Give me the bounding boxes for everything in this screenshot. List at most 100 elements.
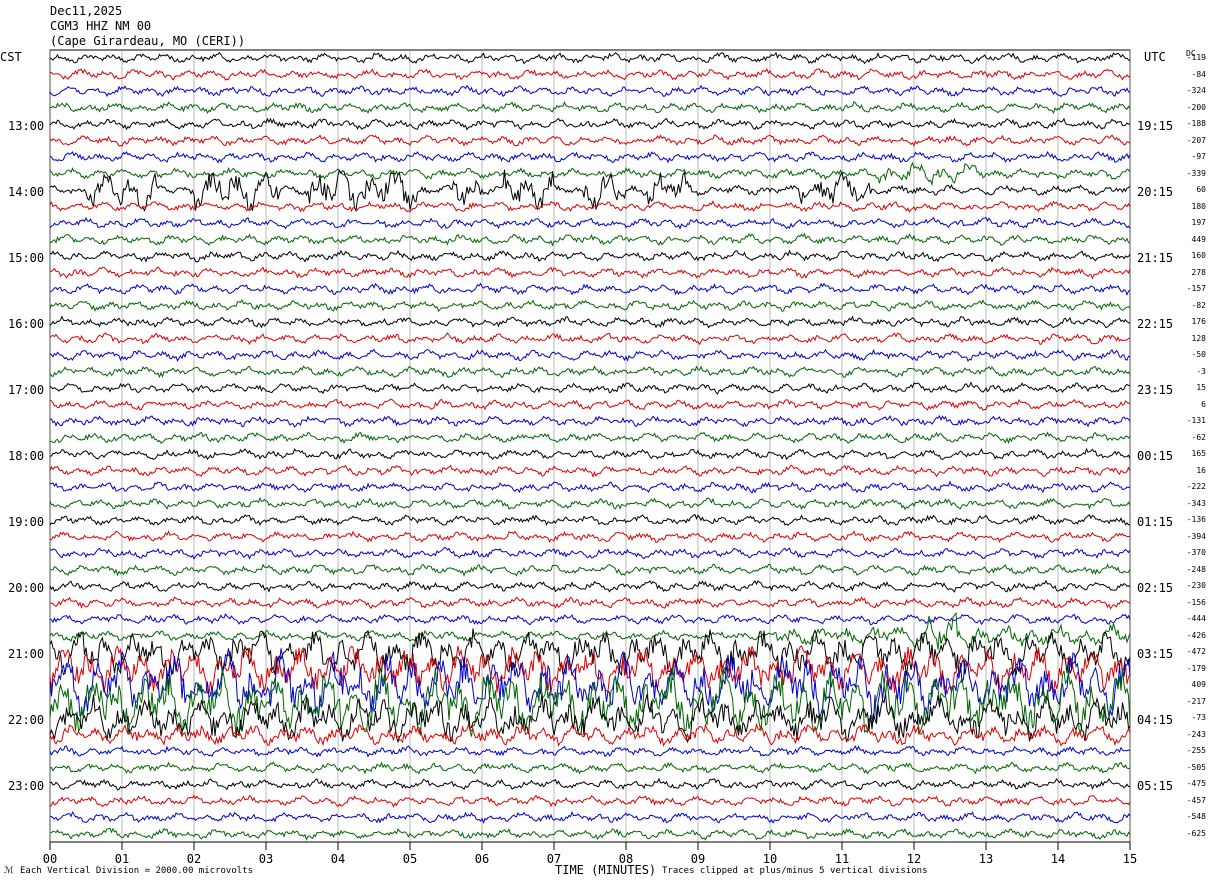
seismogram-trace [49, 496, 1131, 511]
right-hour-label: 19:15 [1137, 119, 1174, 133]
x-tick-label: 14 [1050, 852, 1066, 866]
seismogram-trace [49, 282, 1131, 296]
dc-offset-value: 197 [1191, 218, 1206, 228]
left-hour-label: 18:00 [8, 449, 45, 463]
seismogram-trace [49, 51, 1131, 65]
dc-offset-value: -343 [1186, 498, 1206, 508]
dc-offset-value: -207 [1186, 135, 1206, 145]
seismogram-trace [49, 513, 1131, 527]
left-hour-label: 15:00 [8, 251, 45, 265]
dc-offset-value: -222 [1186, 482, 1206, 492]
left-hour-label: 17:00 [8, 383, 45, 397]
seismogram-trace [49, 398, 1131, 412]
seismogram-trace [49, 365, 1131, 379]
right-hour-label: 04:15 [1137, 713, 1174, 727]
left-hour-label: 21:00 [8, 647, 45, 661]
seismogram-trace [49, 414, 1131, 428]
x-tick-label: 15 [1122, 852, 1138, 866]
chart-station: CGM3 HHZ NM 00 [50, 19, 152, 33]
seismogram-trace [49, 480, 1131, 494]
x-tick-label: 13 [978, 852, 994, 866]
dc-offset-value: -472 [1186, 647, 1206, 657]
seismogram-trace [49, 232, 1131, 247]
seismogram-trace [49, 299, 1131, 313]
seismogram-trace [49, 249, 1131, 263]
dc-offset-value: -339 [1186, 168, 1206, 178]
seismogram-trace [49, 200, 1131, 213]
dc-offset-value: 15 [1196, 383, 1206, 393]
seismogram-trace [49, 332, 1131, 346]
seismogram-trace [49, 579, 1131, 593]
right-hour-label: 05:15 [1137, 779, 1174, 793]
seismogram-trace [49, 648, 1131, 723]
seismogram-trace [49, 100, 1131, 115]
x-tick-label: 05 [402, 852, 418, 866]
seismogram-trace [49, 381, 1131, 395]
dc-offset-value: -131 [1186, 416, 1206, 426]
dc-offset-value: -73 [1191, 713, 1206, 723]
dc-offset-value: -188 [1186, 119, 1206, 129]
dc-offset-value: 60 [1196, 185, 1206, 195]
dc-offset-value: -3 [1196, 366, 1206, 376]
x-tick-label: 08 [618, 852, 634, 866]
dc-offset-value: 278 [1191, 267, 1206, 277]
seismogram-trace [49, 151, 1131, 164]
x-tick-label: 06 [474, 852, 490, 866]
timezone-label-right: UTC [1144, 50, 1166, 64]
seismogram-trace [49, 216, 1131, 230]
dc-offset-value: -62 [1191, 432, 1206, 442]
dc-offset-value: -97 [1191, 152, 1206, 162]
left-hour-label: 23:00 [8, 779, 45, 793]
x-tick-label: 00 [42, 852, 58, 866]
x-tick-label: 02 [186, 852, 202, 866]
seismogram-trace [49, 117, 1131, 131]
dc-offset-value: 128 [1191, 333, 1206, 343]
dc-offset-value: -136 [1186, 515, 1206, 525]
seismogram-trace [49, 315, 1131, 329]
seismogram-trace [49, 761, 1131, 775]
seismogram-trace [49, 266, 1131, 280]
x-tick-label: 09 [690, 852, 706, 866]
clip-note: Traces clipped at plus/minus 5 vertical … [662, 866, 928, 876]
x-tick-label: 10 [762, 852, 778, 866]
left-hour-label: 19:00 [8, 515, 45, 529]
dc-offset-value: -370 [1186, 548, 1206, 558]
dc-offset-value: -255 [1186, 746, 1206, 756]
dc-offset-value: 6 [1201, 399, 1206, 409]
seismogram-trace [49, 810, 1131, 825]
seismogram-trace [49, 563, 1131, 577]
dc-offset-value: -119 [1186, 53, 1206, 62]
dc-offset-value: -157 [1186, 284, 1206, 294]
left-hour-label: 20:00 [8, 581, 45, 595]
seismogram-trace [49, 777, 1131, 791]
dc-offset-value: -200 [1186, 102, 1206, 112]
seismogram-trace [49, 547, 1131, 560]
right-hour-label: 03:15 [1137, 647, 1174, 661]
dc-header-label: DC [1186, 49, 1196, 58]
seismogram-trace [49, 447, 1131, 461]
seismogram-trace [49, 530, 1131, 544]
dc-offset-value: -82 [1191, 300, 1206, 310]
left-hour-label: 16:00 [8, 317, 45, 331]
dc-offset-value: -426 [1186, 630, 1206, 640]
right-hour-label: 02:15 [1137, 581, 1174, 595]
seismogram-trace [49, 169, 1131, 213]
dc-offset-value: -179 [1186, 663, 1206, 673]
dc-offset-value: -50 [1191, 350, 1206, 360]
chart-location: (Cape Girardeau, MO (CERI)) [50, 34, 246, 48]
scale-note: Each Vertical Division = 2000.00 microvo… [20, 866, 253, 876]
x-tick-label: 11 [834, 852, 850, 866]
dc-offset-value: -230 [1186, 581, 1206, 591]
right-hour-label: 00:15 [1137, 449, 1174, 463]
x-axis-label: TIME (MINUTES) [555, 863, 657, 877]
left-hour-label: 14:00 [8, 185, 45, 199]
seismogram-trace [49, 613, 1131, 626]
dc-offset-value: -394 [1186, 531, 1206, 541]
seismogram-trace [49, 431, 1131, 445]
x-tick-label: 04 [330, 852, 346, 866]
plot-frame [49, 49, 1131, 843]
x-tick-label: 03 [258, 852, 274, 866]
x-tick-label: 12 [906, 852, 922, 866]
dc-offset-value: -505 [1186, 762, 1206, 772]
dc-offset-value: 180 [1191, 201, 1206, 211]
